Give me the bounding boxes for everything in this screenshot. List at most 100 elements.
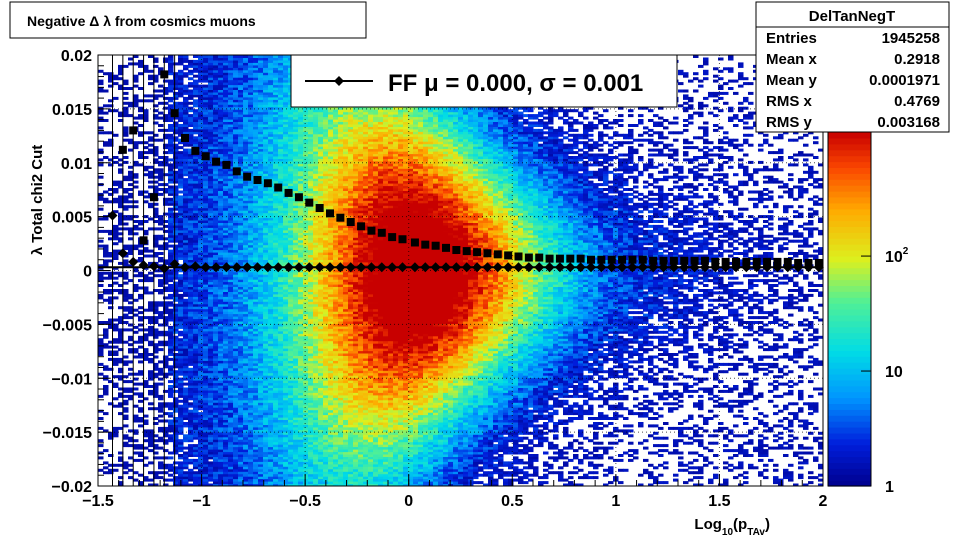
heatmap-cell xyxy=(258,220,264,223)
heatmap-cell xyxy=(188,84,194,88)
heatmap-cell xyxy=(193,116,199,120)
heatmap-cell xyxy=(203,372,209,376)
heatmap-cell xyxy=(243,239,249,243)
heatmap-cell xyxy=(193,466,199,470)
heatmap-cell xyxy=(118,163,124,167)
heatmap-cell xyxy=(238,192,244,196)
heatmap-cell xyxy=(248,242,254,246)
heatmap-cell xyxy=(263,59,269,63)
heatmap-cell xyxy=(208,163,214,167)
heatmap-cell xyxy=(278,394,284,398)
heatmap-cell xyxy=(273,431,279,435)
heatmap-cell xyxy=(238,468,244,472)
heatmap-cell xyxy=(113,252,119,255)
heatmap-cell xyxy=(213,338,219,342)
heatmap-cell xyxy=(258,239,264,243)
heatmap-cell xyxy=(128,343,134,347)
heatmap-cell xyxy=(263,64,269,68)
heatmap-cell xyxy=(193,185,199,189)
heatmap-cells xyxy=(98,55,824,487)
heatmap-cell xyxy=(208,284,214,287)
heatmap-cell xyxy=(243,136,249,140)
heatmap-cell xyxy=(278,338,284,342)
heatmap-cell xyxy=(203,242,209,246)
heatmap-cell xyxy=(203,217,209,221)
heatmap-cell xyxy=(238,104,244,108)
heatmap-cell xyxy=(268,444,274,448)
heatmap-cell xyxy=(208,222,214,226)
heatmap-cell xyxy=(163,296,169,300)
heatmap-cell xyxy=(168,340,174,344)
heatmap-cell xyxy=(238,279,244,283)
heatmap-cell xyxy=(143,434,149,438)
heatmap-cell xyxy=(253,387,259,391)
heatmap-cell xyxy=(168,394,174,398)
heatmap-cell xyxy=(153,333,159,337)
heatmap-cell xyxy=(238,227,244,231)
heatmap-cell xyxy=(228,345,234,349)
heatmap-cell xyxy=(203,286,209,290)
heatmap-cell xyxy=(263,456,269,460)
heatmap-cell xyxy=(198,190,204,194)
heatmap-cell xyxy=(243,325,249,329)
heatmap-cell xyxy=(153,242,159,246)
heatmap-cell xyxy=(178,431,184,435)
heatmap-cell xyxy=(153,210,159,214)
heatmap-cell xyxy=(113,249,119,253)
heatmap-cell xyxy=(193,200,199,204)
heatmap-cell xyxy=(253,316,259,320)
heatmap-cell xyxy=(173,466,179,470)
heatmap-cell xyxy=(248,313,254,317)
heatmap-cell xyxy=(278,84,284,88)
heatmap-cell xyxy=(223,64,229,68)
heatmap-cell xyxy=(223,446,229,450)
heatmap-cell xyxy=(168,271,174,275)
heatmap-cell xyxy=(248,205,254,209)
heatmap-cell xyxy=(183,237,189,241)
heatmap-cell xyxy=(283,74,289,78)
heatmap-cell xyxy=(248,136,254,140)
heatmap-cell xyxy=(158,128,164,132)
heatmap-cell xyxy=(138,360,144,364)
heatmap-cell xyxy=(168,170,174,174)
heatmap-cell xyxy=(163,279,169,283)
heatmap-cell xyxy=(158,456,164,460)
heatmap-cell xyxy=(283,67,289,71)
heatmap-cell xyxy=(208,311,214,315)
heatmap-cell xyxy=(173,77,179,81)
heatmap-cell xyxy=(278,463,284,467)
heatmap-cell xyxy=(248,141,254,145)
heatmap-cell xyxy=(228,476,234,480)
heatmap-cell xyxy=(148,77,154,81)
heatmap-cell xyxy=(268,188,274,191)
heatmap-cell xyxy=(218,141,224,145)
heatmap-cell xyxy=(258,242,264,246)
heatmap-cell xyxy=(273,232,279,236)
heatmap-cell xyxy=(218,104,224,108)
heatmap-cell xyxy=(258,77,264,81)
heatmap-cell xyxy=(268,136,274,140)
heatmap-cell xyxy=(183,481,189,485)
heatmap-cell xyxy=(163,106,169,110)
heatmap-cell xyxy=(183,407,189,411)
heatmap-cell xyxy=(208,79,214,83)
heatmap-cell xyxy=(253,165,259,169)
heatmap-cell xyxy=(123,276,129,280)
heatmap-cell xyxy=(183,104,189,108)
heatmap-cell xyxy=(248,407,254,411)
heatmap-cell xyxy=(283,158,289,162)
heatmap-cell xyxy=(248,414,254,418)
heatmap-cell xyxy=(138,382,144,386)
heatmap-cell xyxy=(273,156,279,159)
heatmap-cell xyxy=(203,202,209,206)
heatmap-cell xyxy=(158,279,164,283)
heatmap-cell xyxy=(243,69,249,73)
heatmap-cell xyxy=(243,261,249,265)
heatmap-cell xyxy=(118,119,124,122)
heatmap-cell xyxy=(138,293,144,297)
heatmap-cell xyxy=(278,357,284,361)
heatmap-cell xyxy=(133,220,139,223)
heatmap-cell xyxy=(168,387,174,391)
heatmap-cell xyxy=(258,114,264,118)
heatmap-cell xyxy=(183,96,189,100)
